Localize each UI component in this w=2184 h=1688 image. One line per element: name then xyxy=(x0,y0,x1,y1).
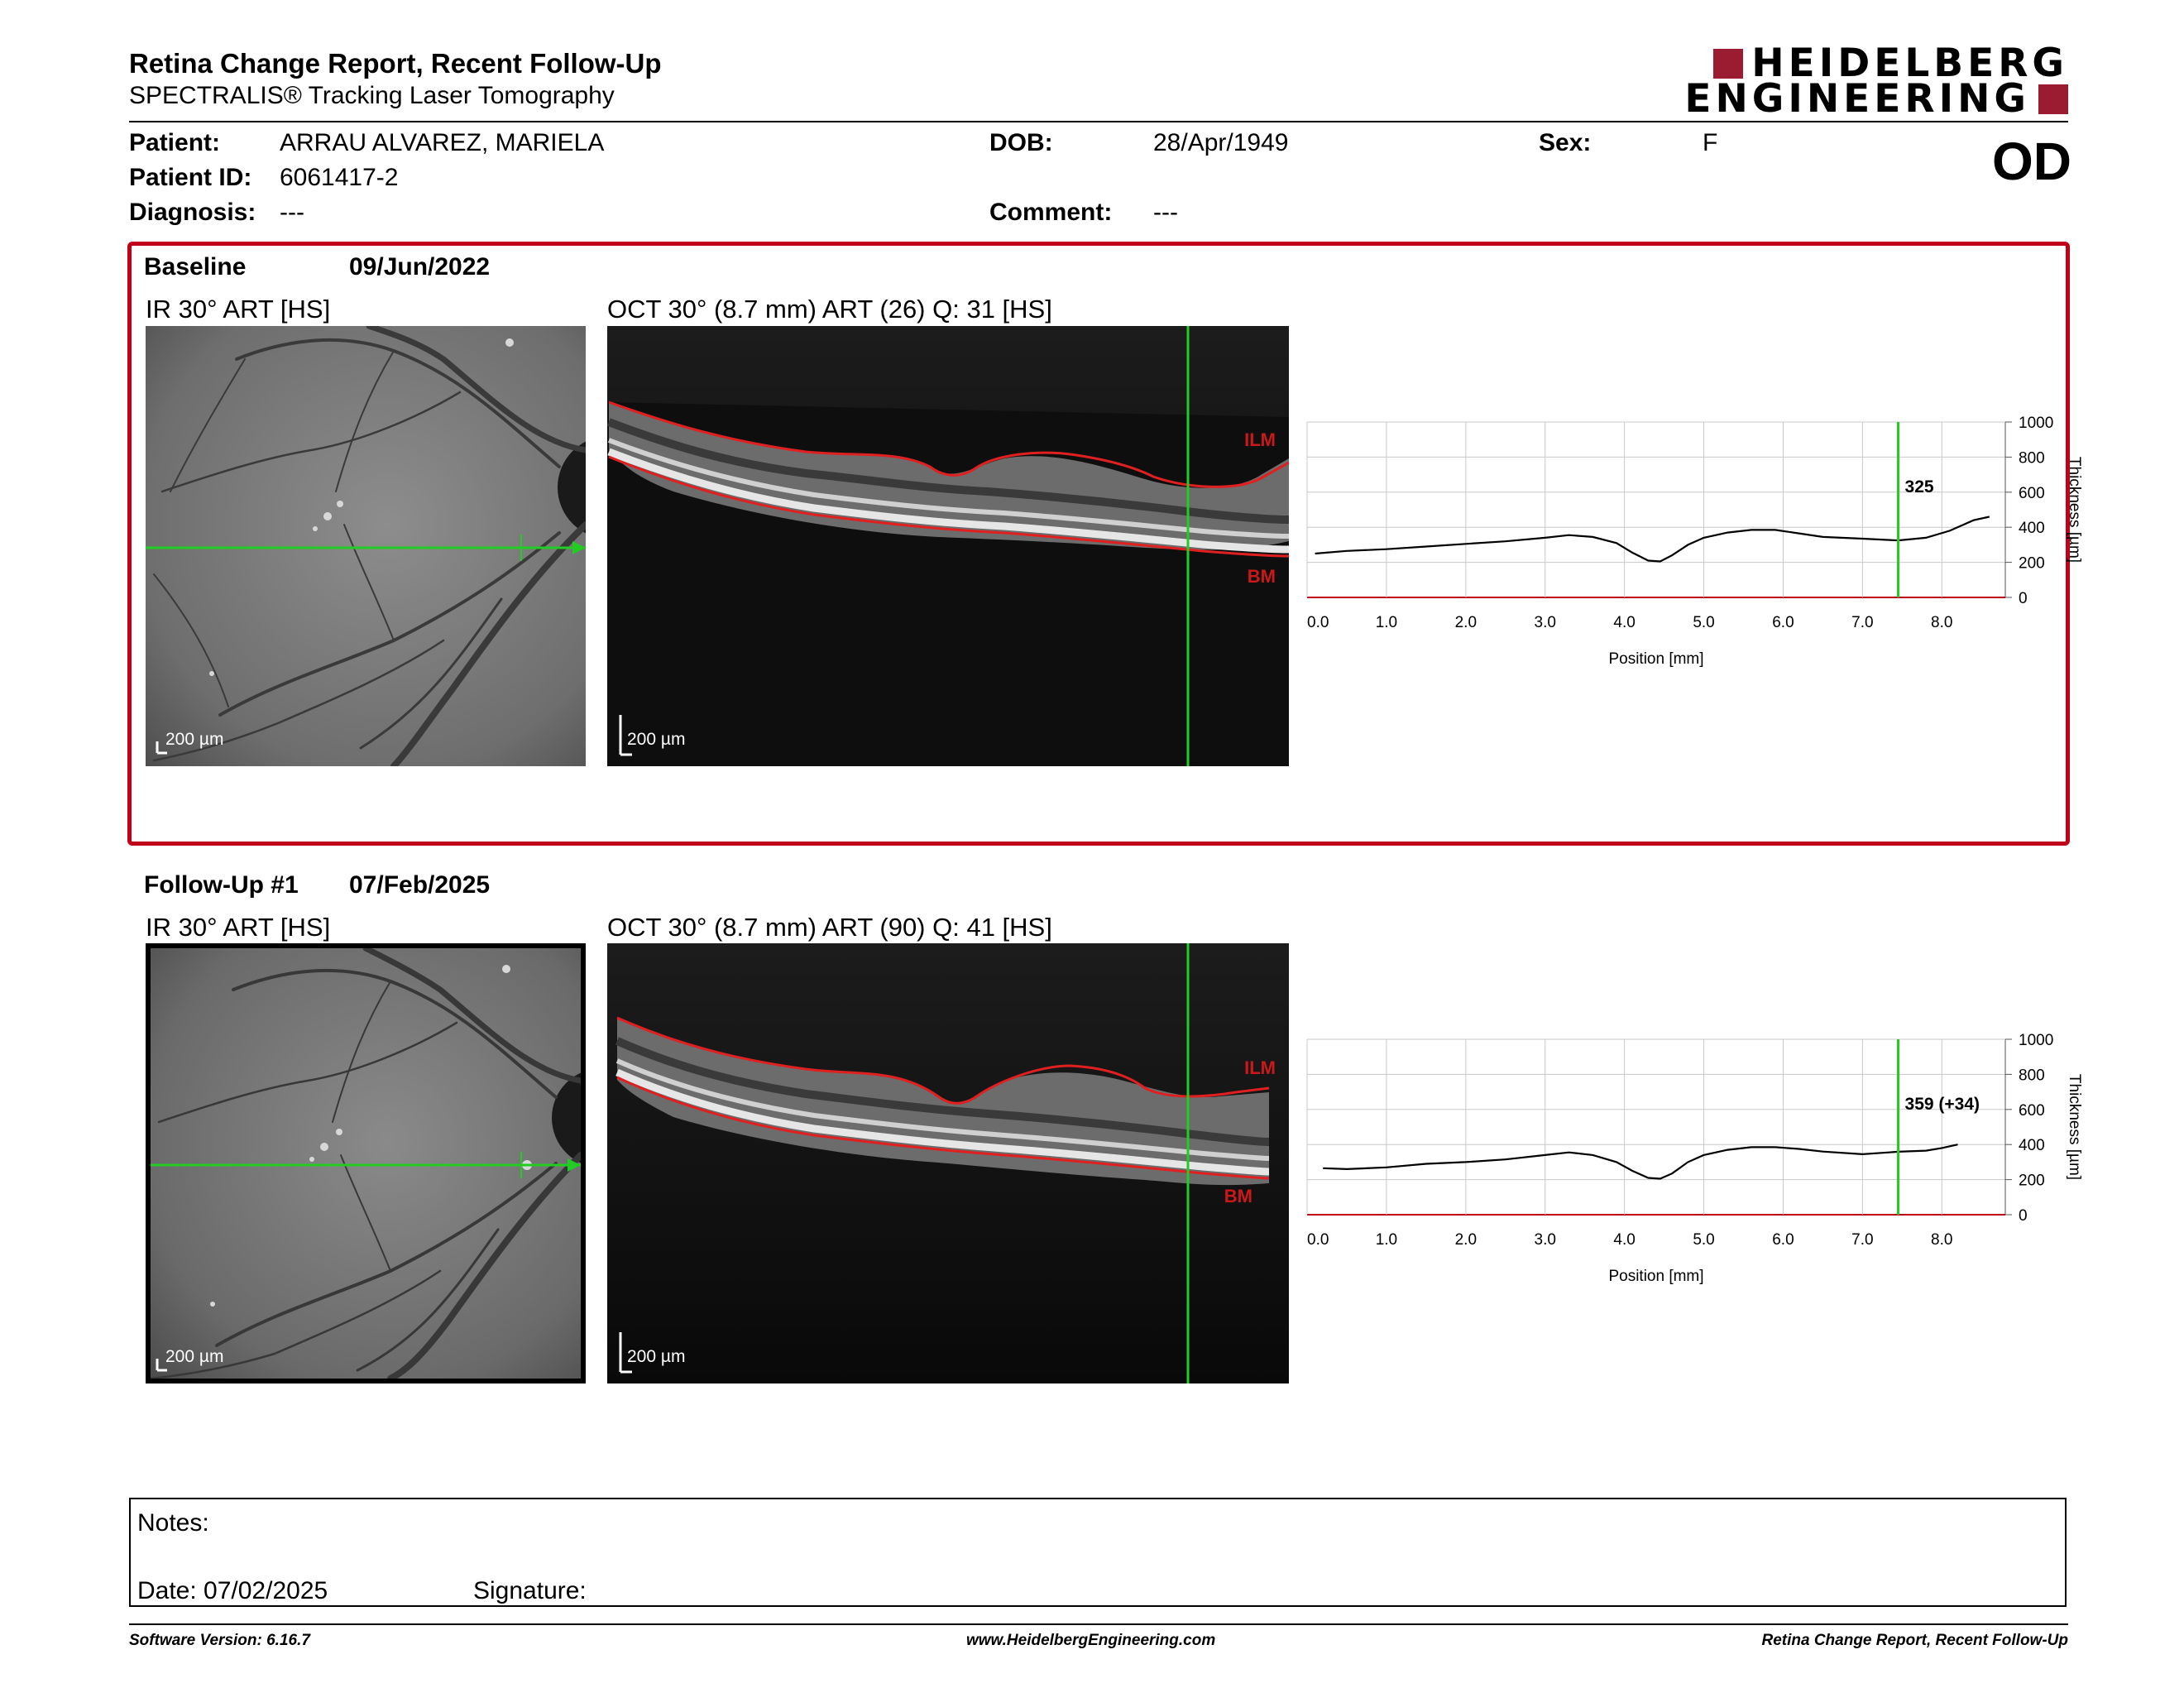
notes-box[interactable]: Notes: Date: 07/02/2025 Signature: xyxy=(129,1498,2067,1607)
eye-indicator: OD xyxy=(1992,132,2071,191)
chart-x-tick-label: 5.0 xyxy=(1693,614,1714,631)
baseline-ilm-label: ILM xyxy=(1244,429,1276,450)
logo-text-line1: HEIDELBERG xyxy=(1751,41,2068,86)
followup-oct-title: OCT 30° (8.7 mm) ART (90) Q: 41 [HS] xyxy=(607,913,1052,942)
dob-value: 28/Apr/1949 xyxy=(1153,129,1289,156)
chart-x-tick-label: 3.0 xyxy=(1535,614,1556,631)
chart-y-tick-label: 400 xyxy=(2019,520,2045,537)
dob-label: DOB: xyxy=(989,129,1053,156)
logo-square-icon xyxy=(1713,49,1744,79)
followup-thickness-chart: 0 200 400 600 800 1000 0.0 1.0 2.0 3.0 4.0 5.0 6.0 7.… xyxy=(1306,1032,2083,1285)
report-subtitle: SPECTRALIS® Tracking Laser Tomography xyxy=(129,82,615,109)
baseline-label: Baseline xyxy=(144,253,247,281)
followup-oct-scale-label: 200 µm xyxy=(627,1347,686,1366)
chart-x-tick-label: 8.0 xyxy=(1931,1231,1952,1249)
baseline-bm-label: BM xyxy=(1248,566,1276,587)
footer-rule xyxy=(129,1623,2068,1625)
comment-value: --- xyxy=(1153,199,1178,226)
followup-ir-scale-label: 200 µm xyxy=(165,1347,224,1366)
header-rule xyxy=(129,121,2068,122)
chart-x-tick-label: 3.0 xyxy=(1535,1231,1556,1249)
sex-label: Sex: xyxy=(1539,129,1592,156)
followup-oct-bscan-image[interactable]: ILM BM 200 µm xyxy=(607,943,1289,1383)
chart-x-axis-label: Position [mm] xyxy=(1608,650,1703,668)
baseline-ir-scale-label: 200 µm xyxy=(165,730,224,749)
chart-y-axis-label: Thickness [µm] xyxy=(2066,1074,2083,1180)
baseline-ir-fundus-image[interactable]: 200 µm xyxy=(146,326,586,766)
notes-label: Notes: xyxy=(137,1509,209,1537)
chart-y-tick-label: 200 xyxy=(2019,1172,2045,1190)
baseline-oct-scale-label: 200 µm xyxy=(627,730,686,749)
baseline-thickness-chart: 0 200 400 600 800 1000 0.0 1.0 2.0 3.0 4.0 5.0 6.0 7.… xyxy=(1306,415,2083,668)
chart-x-tick-label: 7.0 xyxy=(1851,614,1873,631)
chart-x-tick-label: 4.0 xyxy=(1613,1231,1635,1249)
chart-x-tick-label: 8.0 xyxy=(1931,614,1952,631)
logo-square-icon xyxy=(2038,84,2068,114)
chart-y-tick-label: 800 xyxy=(2019,449,2045,467)
notes-date: Date: 07/02/2025 xyxy=(137,1577,328,1604)
chart-x-tick-label: 6.0 xyxy=(1772,1231,1794,1249)
chart-y-tick-label: 200 xyxy=(2019,555,2045,573)
chart-x-tick-label: 2.0 xyxy=(1455,614,1477,631)
footer-report-name: Retina Change Report, Recent Follow-Up xyxy=(1761,1632,2068,1649)
software-version: Software Version: 6.16.7 xyxy=(129,1632,310,1649)
patient-id-value: 6061417-2 xyxy=(280,164,399,191)
chart-y-tick-label: 0 xyxy=(2019,590,2028,607)
patient-id-label: Patient ID: xyxy=(129,164,252,191)
chart-x-tick-label: 4.0 xyxy=(1613,614,1635,631)
thickness-series-line xyxy=(1315,516,1990,563)
followup-bm-label: BM xyxy=(1224,1186,1252,1206)
chart-y-tick-label: 1000 xyxy=(2019,415,2053,432)
patient-name: ARRAU ALVAREZ, MARIELA xyxy=(280,129,605,156)
website-link[interactable]: www.HeidelbergEngineering.com xyxy=(966,1632,1216,1649)
chart-x-tick-label: 2.0 xyxy=(1455,1231,1477,1249)
chart-y-tick-label: 600 xyxy=(2019,485,2045,502)
sex-value: F xyxy=(1703,129,1718,156)
baseline-section-frame xyxy=(127,242,2070,846)
chart-x-tick-label: 1.0 xyxy=(1376,614,1397,631)
baseline-oct-bscan-image[interactable]: ILM BM 200 µm xyxy=(607,326,1289,766)
chart-x-axis-label: Position [mm] xyxy=(1608,1268,1703,1285)
chart-cursor-value: 359 (+34) xyxy=(1905,1095,1980,1114)
chart-y-tick-label: 400 xyxy=(2019,1137,2045,1154)
report-title: Retina Change Report, Recent Follow-Up xyxy=(129,48,662,79)
chart-x-tick-label: 1.0 xyxy=(1376,1231,1397,1249)
heidelberg-logo-bottom: ENGINEERING xyxy=(1684,76,2068,122)
signature-label: Signature: xyxy=(473,1577,587,1604)
chart-y-tick-label: 600 xyxy=(2019,1102,2045,1120)
diagnosis-value: --- xyxy=(280,199,304,226)
chart-x-tick-label: 0.0 xyxy=(1307,1231,1329,1249)
chart-x-tick-label: 6.0 xyxy=(1772,614,1794,631)
followup-date: 07/Feb/2025 xyxy=(349,871,491,899)
chart-x-tick-label: 5.0 xyxy=(1693,1231,1714,1249)
baseline-date: 09/Jun/2022 xyxy=(349,253,491,281)
chart-x-tick-label: 0.0 xyxy=(1307,614,1329,631)
thickness-series-line xyxy=(1323,1144,1958,1180)
followup-label: Follow-Up #1 xyxy=(144,871,299,899)
chart-y-tick-label: 1000 xyxy=(2019,1032,2053,1049)
followup-ir-title: IR 30° ART [HS] xyxy=(146,913,331,942)
chart-y-tick-label: 0 xyxy=(2019,1207,2028,1225)
chart-y-axis-label: Thickness [µm] xyxy=(2066,457,2083,563)
comment-label: Comment: xyxy=(989,199,1113,226)
followup-ilm-label: ILM xyxy=(1244,1057,1276,1078)
logo-text-line2: ENGINEERING xyxy=(1684,76,2030,122)
baseline-ir-title: IR 30° ART [HS] xyxy=(146,295,331,324)
chart-x-tick-label: 7.0 xyxy=(1851,1231,1873,1249)
baseline-oct-title: OCT 30° (8.7 mm) ART (26) Q: 31 [HS] xyxy=(607,295,1052,324)
chart-cursor-value: 325 xyxy=(1905,477,1934,496)
chart-y-tick-label: 800 xyxy=(2019,1067,2045,1084)
patient-label: Patient: xyxy=(129,129,221,156)
followup-ir-fundus-image[interactable]: 200 µm xyxy=(146,943,586,1383)
heidelberg-logo-top: HEIDELBERG xyxy=(1713,41,2068,86)
diagnosis-label: Diagnosis: xyxy=(129,199,256,226)
